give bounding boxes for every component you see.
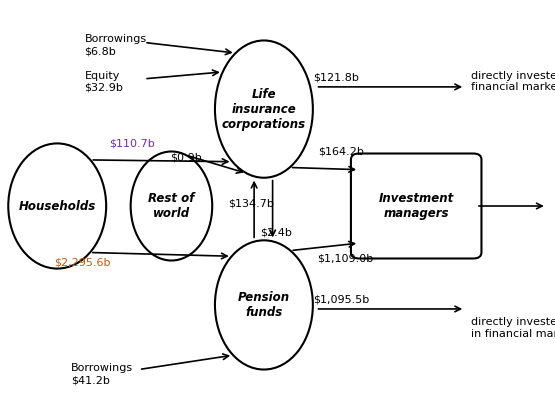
Text: $110.7b: $110.7b [109,138,155,148]
Text: Households: Households [19,199,96,213]
Text: Borrowings
$6.8b: Borrowings $6.8b [84,35,147,56]
Text: $2.4b: $2.4b [260,227,292,237]
Text: Investment
managers: Investment managers [379,192,454,220]
Text: directly invested
in financial markets: directly invested in financial markets [471,317,555,339]
Text: $134.7b: $134.7b [229,199,274,209]
Text: $2,295.6b: $2,295.6b [54,258,111,267]
Text: Rest of
world: Rest of world [148,192,195,220]
Text: $164.2b: $164.2b [319,147,364,157]
Text: Life
insurance
corporations: Life insurance corporations [222,88,306,131]
Text: Pension
funds: Pension funds [238,291,290,319]
Text: $0.9b: $0.9b [170,152,202,163]
Text: $1,095.5b: $1,095.5b [313,295,369,305]
Text: Borrowings
$41.2b: Borrowings $41.2b [71,363,133,385]
Text: Equity
$32.9b: Equity $32.9b [84,71,123,92]
Text: $121.8b: $121.8b [313,73,359,83]
Text: directly invested in
financial markets: directly invested in financial markets [471,71,555,92]
Text: $1,109.0b: $1,109.0b [317,253,373,264]
